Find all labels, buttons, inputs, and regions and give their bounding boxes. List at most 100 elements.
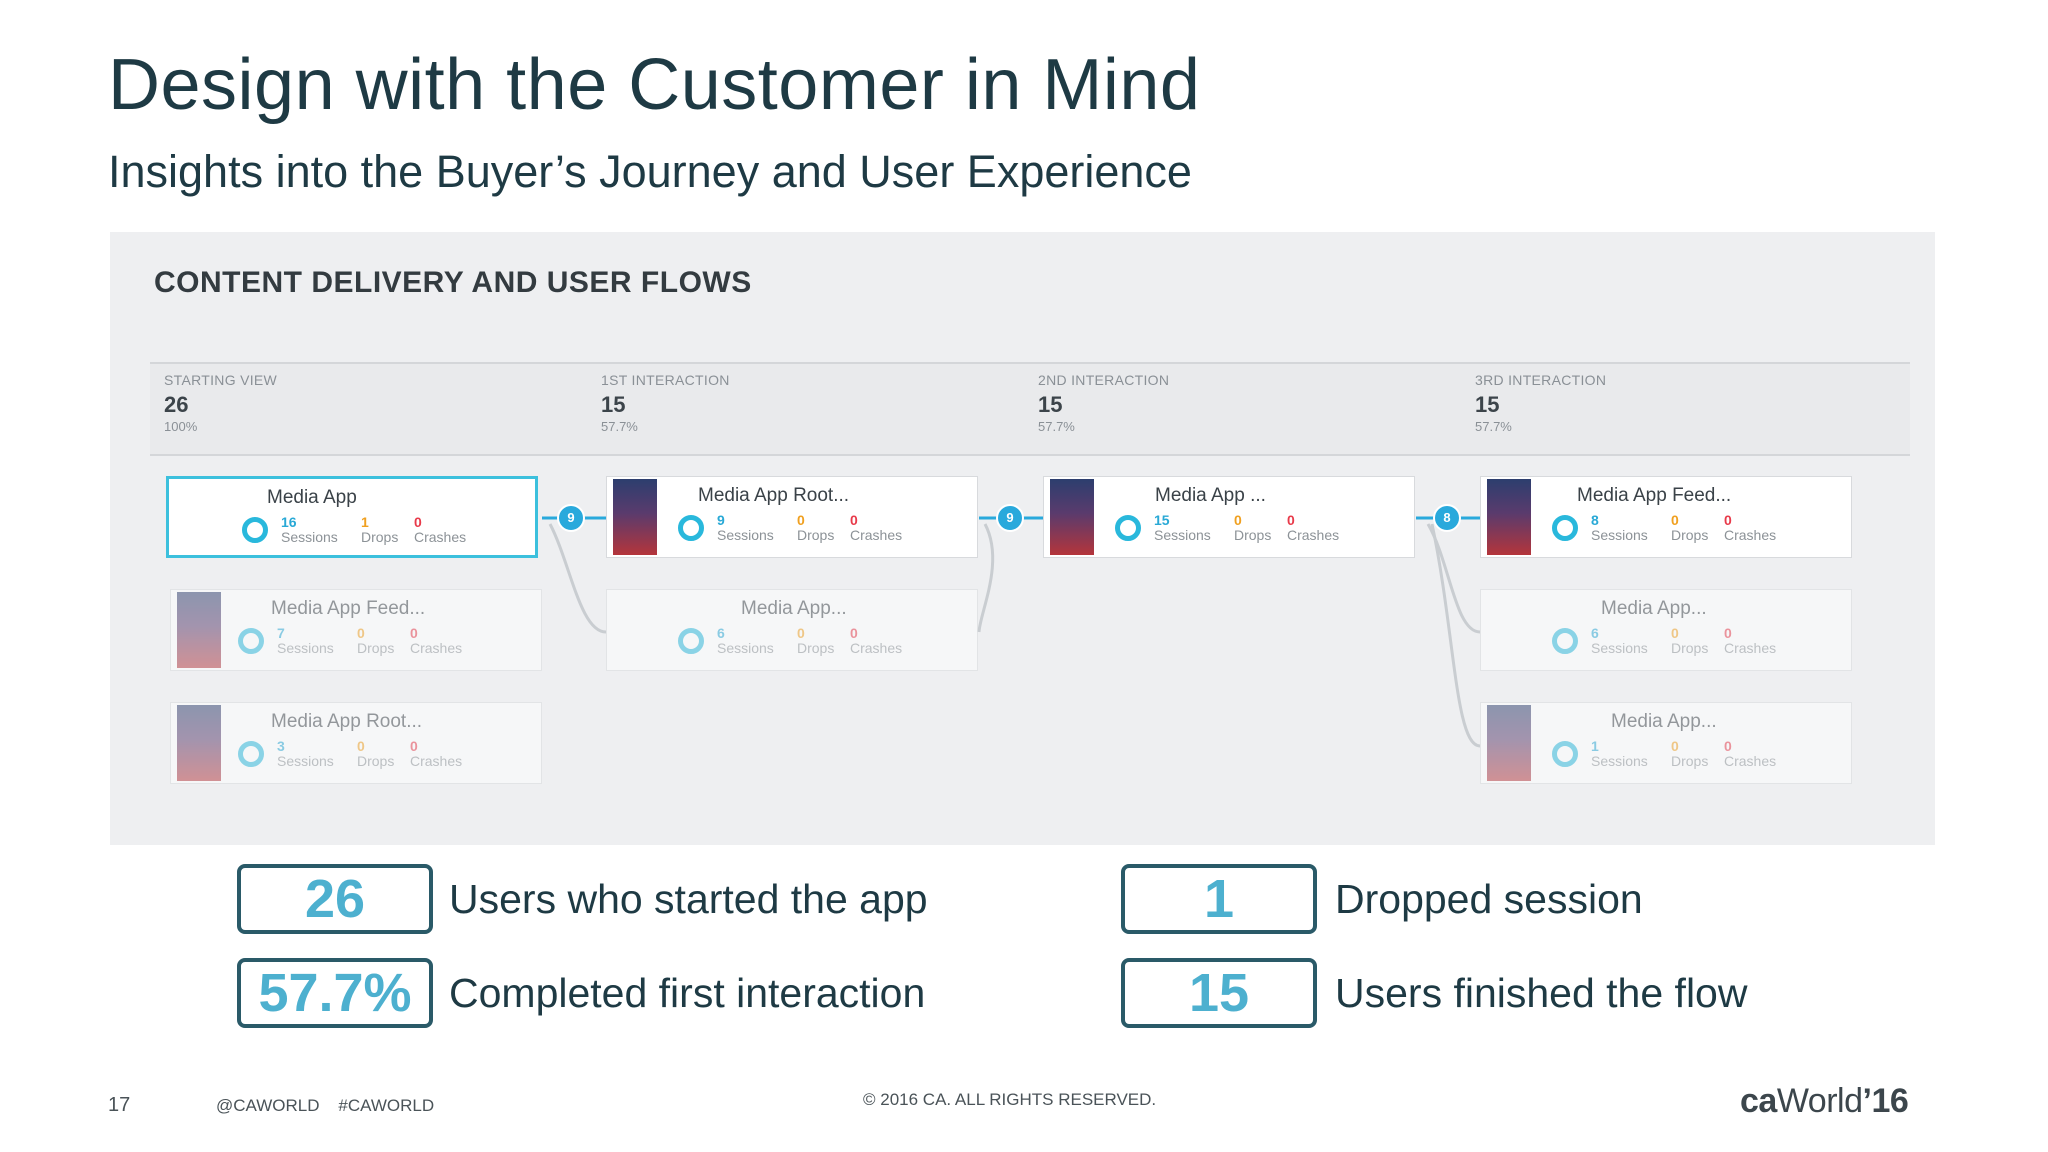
stat-box-finished: 15 [1121,958,1317,1028]
stage-header-bar: STARTING VIEW 26 100% 1ST INTERACTION 15… [150,362,1910,456]
crashes-label: Crashes [410,753,463,769]
drops-stat: 0 Drops [797,513,834,543]
stage-3rd-interaction[interactable]: 3RD INTERACTION 15 57.7% [1475,372,1606,434]
drops-label: Drops [1671,753,1709,769]
crashes-label: Crashes [850,640,903,656]
crashes-stat: 0 Crashes [1724,513,1776,543]
flow-card-media-app-feed[interactable]: Media App Feed... 8 Sessions 0 Drops 0 Cras… [1480,476,1852,558]
flow-line-secondary [1430,523,1481,748]
sessions-ring-icon [242,517,268,543]
sessions-value: 6 [717,625,725,641]
sessions-stat: 8 Sessions [1591,513,1648,543]
sessions-stat: 6 Sessions [717,626,774,656]
drops-value: 0 [1671,738,1679,754]
crashes-value: 0 [410,625,418,641]
crashes-value: 0 [1724,625,1732,641]
user-flows-panel: CONTENT DELIVERY AND USER FLOWS STARTING… [110,232,1935,845]
card-title: Media App Root... [271,711,423,732]
stat-label-finished: Users finished the flow [1335,970,1748,1016]
drops-stat: 0 Drops [797,626,834,656]
drops-stat: 0 Drops [1671,513,1708,543]
flow-card-media-app[interactable]: Media App... 6 Sessions 0 Drops 0 Crashes [606,589,978,671]
card-title: Media App... [1601,598,1707,619]
crashes-stat: 0 Crashes [850,626,902,656]
crashes-label: Crashes [1287,527,1340,543]
crashes-value: 0 [850,512,858,528]
stat-box-dropped: 1 [1121,864,1317,934]
drops-label: Drops [357,753,395,769]
drops-stat: 0 Drops [1234,513,1271,543]
sessions-stat: 3 Sessions [277,739,334,769]
crashes-value: 0 [1287,512,1295,528]
logo-world: World [1776,1082,1863,1120]
logo-ca: ca [1740,1082,1777,1120]
flow-card-media-app[interactable]: Media App 16 Sessions 1 Drops 0 Crashes [166,476,538,558]
crashes-stat: 0 Crashes [1724,739,1776,769]
sessions-ring-icon [1552,515,1578,541]
sessions-value: 1 [1591,738,1599,754]
sessions-value: 9 [717,512,725,528]
drops-value: 0 [797,625,805,641]
flow-card-media-app[interactable]: Media App... 6 Sessions 0 Drops 0 Crashes [1480,589,1852,671]
sessions-label: Sessions [717,640,774,656]
flow-card-media-app[interactable]: Media App ... 15 Sessions 0 Drops 0 Crashes [1043,476,1415,558]
sessions-ring-icon [678,515,704,541]
slide-title: Design with the Customer in Mind [108,45,1201,125]
stage-count: 15 [1475,392,1500,417]
stage-label: 3RD INTERACTION [1475,372,1607,388]
sessions-stat: 15 Sessions [1154,513,1211,543]
crashes-stat: 0 Crashes [850,513,902,543]
card-title: Media App ... [1155,485,1266,506]
flow-card-media-app-root[interactable]: Media App Root... 9 Sessions 0 Drops 0 Cras… [606,476,978,558]
panel-title: CONTENT DELIVERY AND USER FLOWS [154,266,752,299]
crashes-label: Crashes [1724,527,1777,543]
crashes-value: 0 [410,738,418,754]
screen-thumbnail [177,592,221,668]
card-title: Media App... [1611,711,1717,732]
page-number: 17 [108,1094,131,1116]
sessions-label: Sessions [277,753,334,769]
sessions-value: 8 [1591,512,1599,528]
stat-label-dropped: Dropped session [1335,876,1643,922]
sessions-value: 7 [277,625,285,641]
drops-stat: 1 Drops [361,515,398,545]
stage-2nd-interaction[interactable]: 2ND INTERACTION 15 57.7% [1038,372,1169,434]
stage-1st-interaction[interactable]: 1ST INTERACTION 15 57.7% [601,372,730,434]
card-title: Media App [267,487,357,508]
sessions-label: Sessions [277,640,334,656]
flow-count-badge[interactable]: 8 [1433,504,1461,532]
caworld-logo: caWorld’16 [1740,1082,1909,1121]
drops-label: Drops [797,640,835,656]
logo-year: ’16 [1862,1082,1909,1120]
sessions-stat: 1 Sessions [1591,739,1648,769]
crashes-stat: 0 Crashes [1287,513,1339,543]
flow-count-badge[interactable]: 9 [557,504,585,532]
sessions-label: Sessions [717,527,774,543]
stage-label: STARTING VIEW [164,372,278,388]
flow-card-media-app-root[interactable]: Media App Root... 3 Sessions 0 Drops 0 Cras… [170,702,542,784]
stage-starting-view[interactable]: STARTING VIEW 26 100% [164,372,277,434]
card-title: Media App Feed... [1577,485,1732,506]
stage-percent: 57.7% [1038,419,1075,434]
stage-label: 1ST INTERACTION [601,372,730,388]
drops-stat: 0 Drops [1671,626,1708,656]
screen-thumbnail [177,705,221,781]
card-title: Media App Root... [698,485,850,506]
sessions-stat: 7 Sessions [277,626,334,656]
flow-card-media-app-feed[interactable]: Media App Feed... 7 Sessions 0 Drops 0 Cras… [170,589,542,671]
drops-value: 0 [797,512,805,528]
crashes-stat: 0 Crashes [414,515,466,545]
sessions-stat: 6 Sessions [1591,626,1648,656]
flow-count-badge[interactable]: 9 [996,504,1024,532]
drops-label: Drops [797,527,835,543]
crashes-stat: 0 Crashes [410,739,462,769]
sessions-label: Sessions [1154,527,1211,543]
drops-label: Drops [361,529,399,545]
stat-box-started: 26 [237,864,433,934]
drops-label: Drops [1671,527,1709,543]
drops-value: 1 [361,514,369,530]
screen-thumbnail [1487,705,1531,781]
flow-card-media-app[interactable]: Media App... 1 Sessions 0 Drops 0 Crashes [1480,702,1852,784]
drops-label: Drops [357,640,395,656]
screen-thumbnail [1050,479,1094,555]
